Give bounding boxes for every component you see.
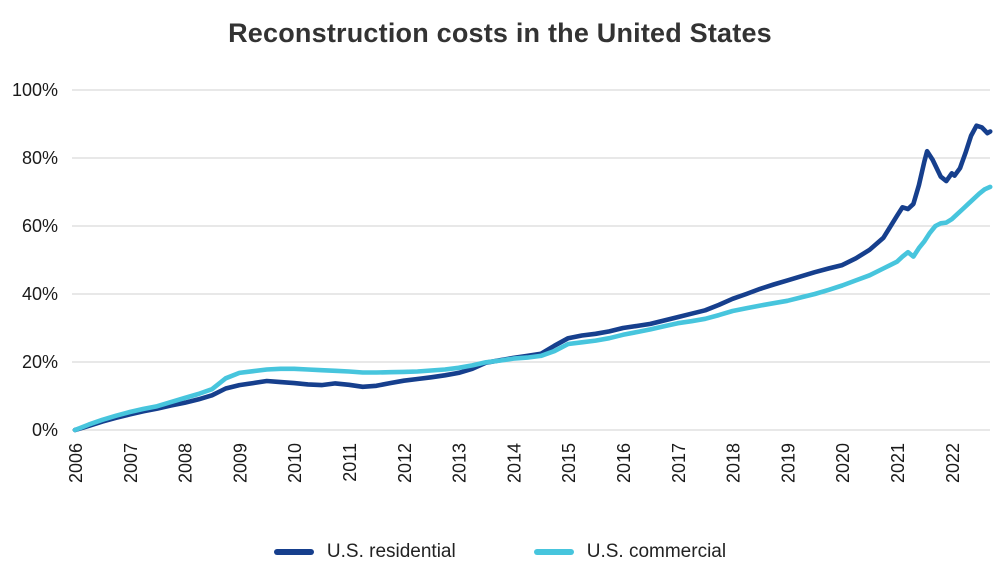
x-axis-tick-label: 2009 xyxy=(230,443,250,483)
x-axis-tick-label: 2017 xyxy=(669,443,689,483)
y-axis-tick-label: 100% xyxy=(12,80,58,100)
x-axis-tick-label: 2012 xyxy=(395,443,415,483)
x-axis-tick-label: 2022 xyxy=(943,443,963,483)
y-axis-tick-label: 40% xyxy=(22,284,58,304)
commercial-line-swatch-icon xyxy=(533,549,574,555)
legend-label-commercial: U.S. commercial xyxy=(586,541,727,562)
legend-item-commercial: U.S. commercial xyxy=(533,541,727,563)
x-axis-tick-label: 2018 xyxy=(724,443,744,483)
y-axis-tick-label: 20% xyxy=(22,352,58,372)
series-line-u-s-residential xyxy=(72,123,993,433)
y-axis-tick-label: 60% xyxy=(22,216,58,236)
x-axis-tick-label: 2011 xyxy=(340,443,360,482)
series-line-u-s-commercial xyxy=(72,184,993,433)
legend-label-residential: U.S. residential xyxy=(326,541,456,562)
x-axis-tick-label: 2015 xyxy=(559,443,579,483)
x-axis-tick-label: 2010 xyxy=(285,443,305,483)
x-axis-tick-label: 2016 xyxy=(614,443,634,483)
residential-line-swatch-icon xyxy=(273,549,314,555)
x-axis-tick-label: 2020 xyxy=(833,443,853,483)
x-axis-tick-label: 2014 xyxy=(504,443,524,483)
x-axis-tick-label: 2013 xyxy=(450,443,470,483)
x-axis-tick-label: 2007 xyxy=(121,443,141,483)
x-axis-tick-label: 2019 xyxy=(778,443,798,483)
x-axis-tick-label: 2008 xyxy=(176,443,196,483)
line-chart-plot-area: 0% 20% 40% 60% 80% 100% 2006 2007 2008 2009 2010 20… xyxy=(12,80,993,483)
chart-legend: U.S. residential U.S. commercial xyxy=(0,541,1000,563)
x-axis-tick-label: 2021 xyxy=(888,443,908,483)
x-axis-tick-label: 2006 xyxy=(66,443,86,483)
y-axis-tick-label: 0% xyxy=(32,420,58,440)
y-axis-tick-label: 80% xyxy=(22,148,58,168)
legend-item-residential: U.S. residential xyxy=(273,541,456,563)
chart-title: Reconstruction costs in the United State… xyxy=(228,18,772,48)
